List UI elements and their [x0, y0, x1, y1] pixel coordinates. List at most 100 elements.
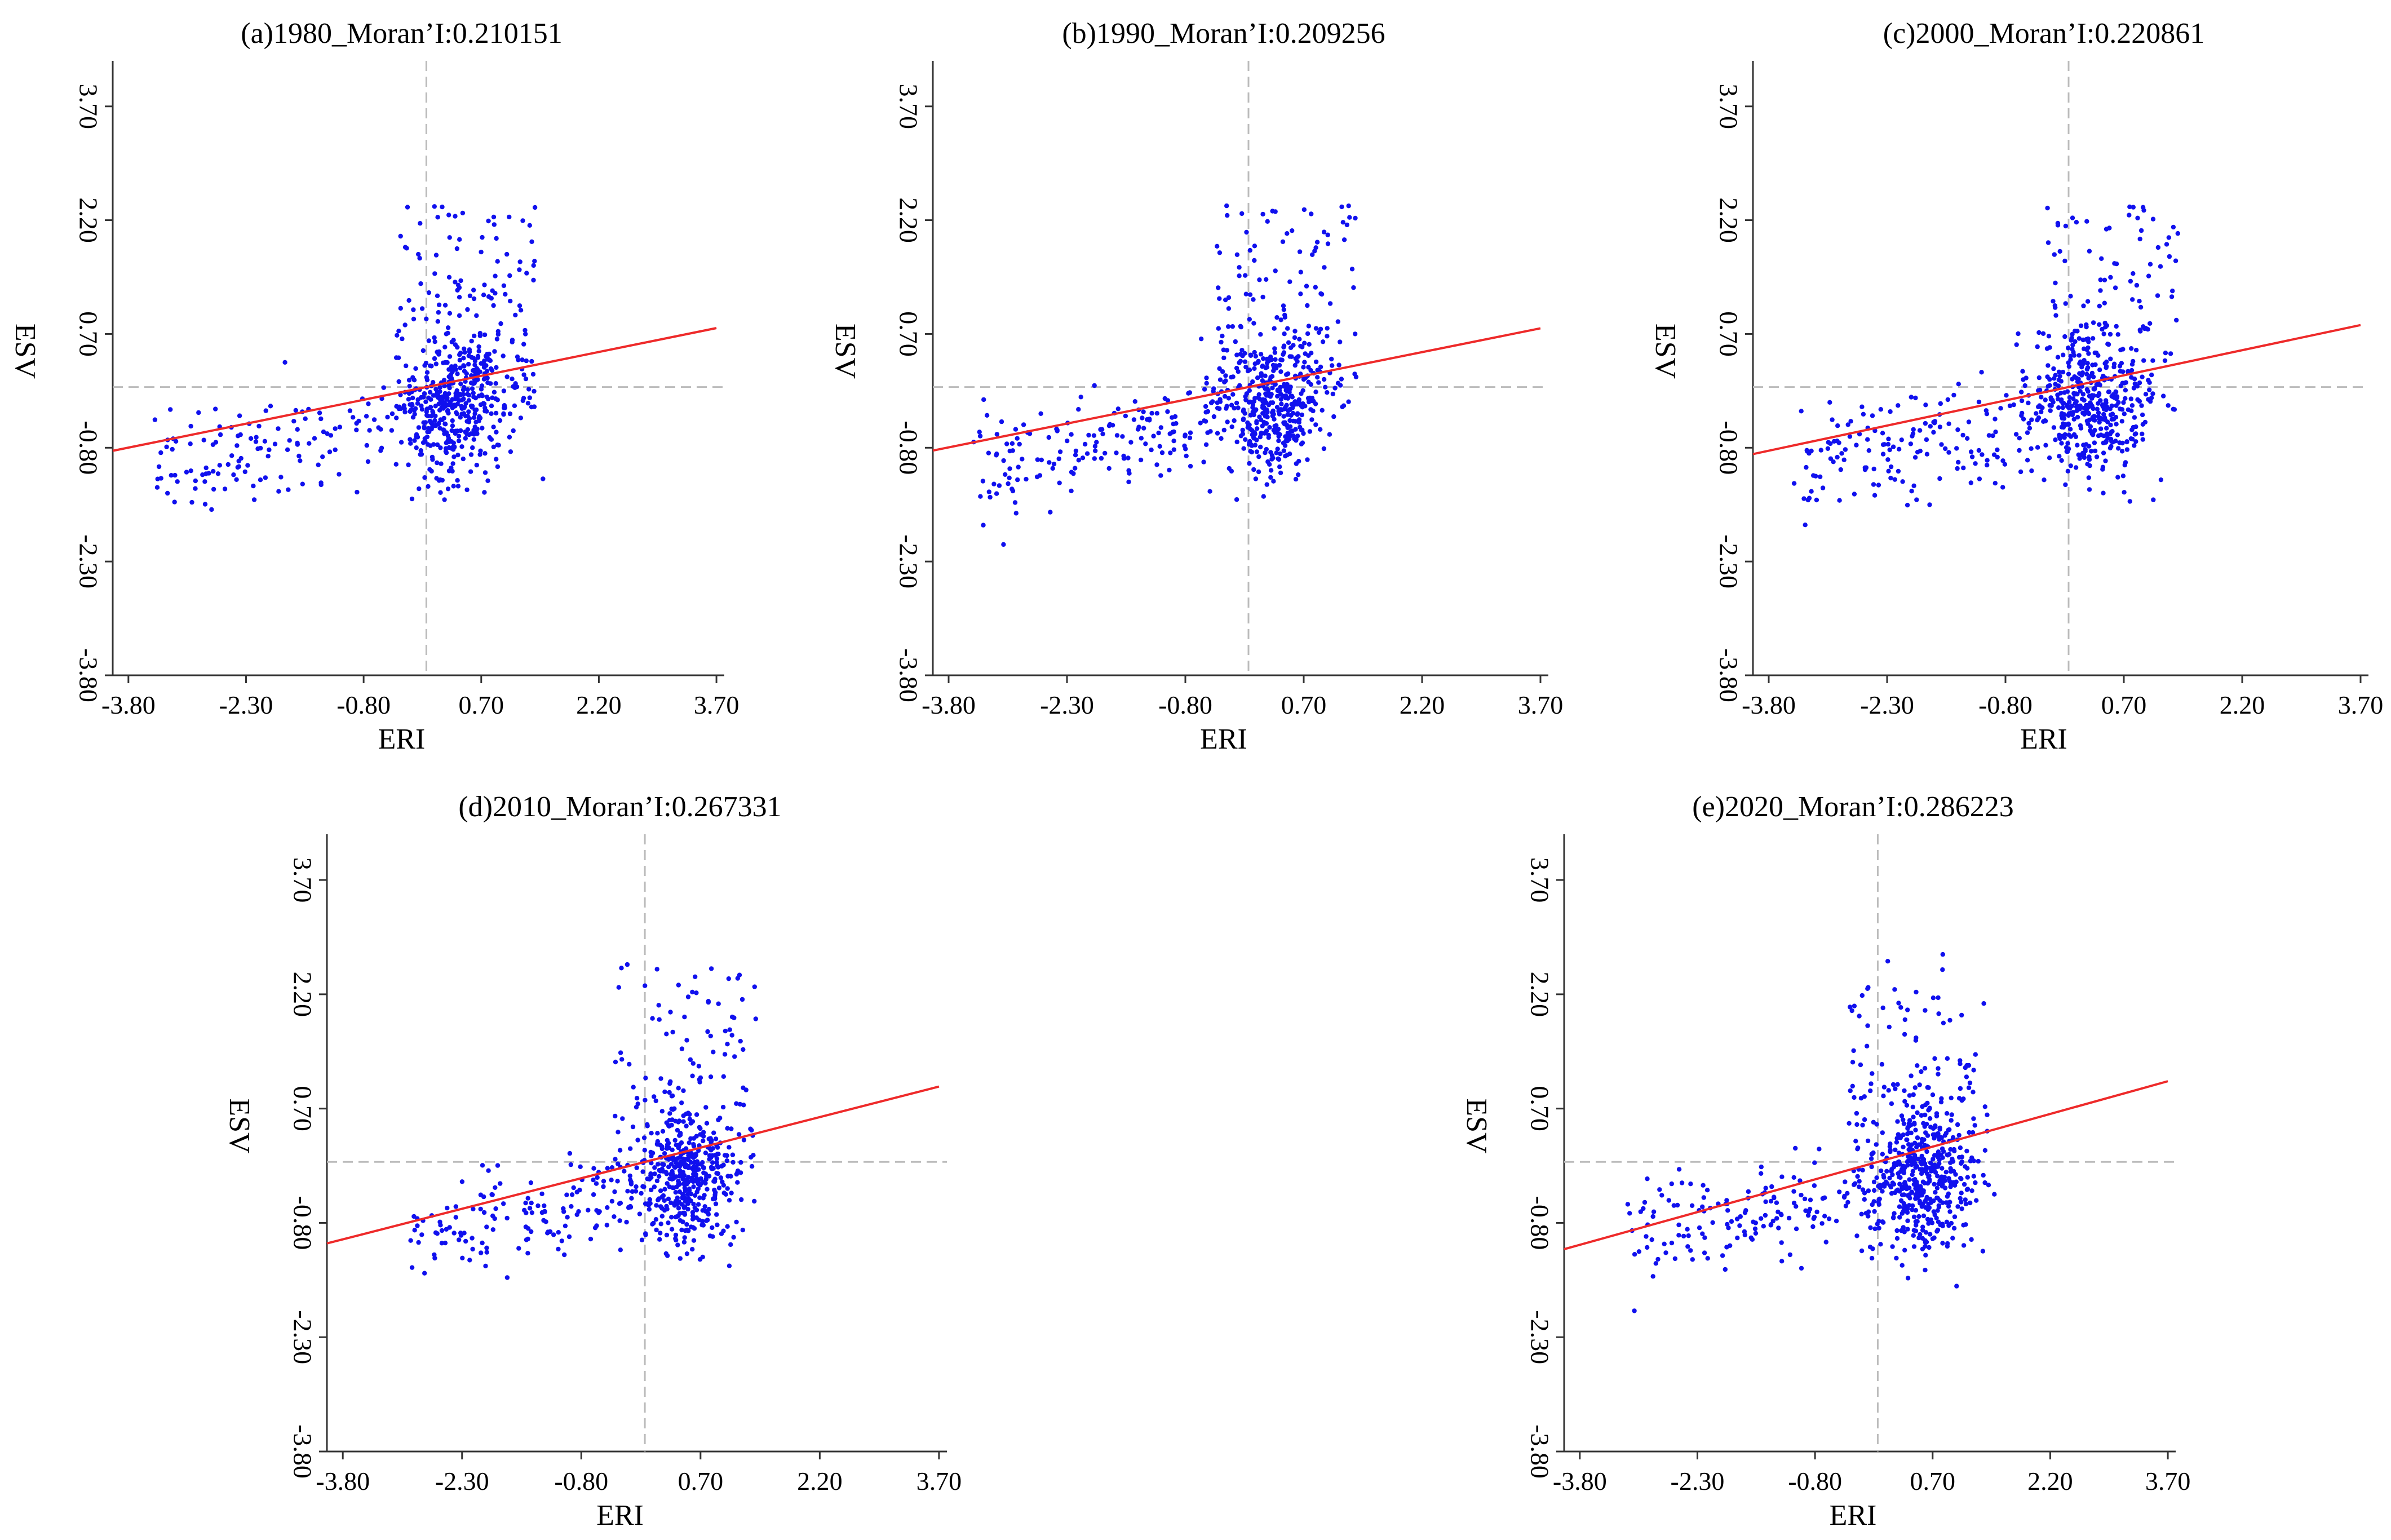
data-point	[1309, 417, 1314, 422]
data-point	[1305, 331, 1310, 337]
data-point	[2123, 396, 2128, 401]
data-point	[417, 255, 422, 261]
data-point	[1217, 366, 1222, 371]
data-point	[1859, 1248, 1865, 1254]
data-point	[188, 423, 193, 429]
data-point	[1914, 497, 1919, 502]
data-point	[2166, 403, 2171, 408]
data-point	[1234, 439, 1239, 445]
data-point	[483, 1263, 488, 1269]
data-point	[1313, 422, 1318, 427]
y-tick-label: 3.70	[1714, 83, 1743, 129]
data-point	[2092, 350, 2097, 356]
data-point	[1242, 411, 1247, 416]
data-point	[2148, 321, 2153, 326]
data-point	[634, 1096, 640, 1101]
y-tick-label: 3.70	[74, 83, 103, 129]
data-point	[530, 371, 536, 377]
data-point	[1292, 329, 1298, 334]
data-point	[406, 397, 411, 402]
data-point	[453, 431, 458, 436]
data-point	[725, 1224, 730, 1229]
data-point	[1261, 494, 1266, 499]
data-point	[2147, 387, 2152, 392]
data-point	[714, 1212, 719, 1217]
data-point	[2143, 392, 2149, 397]
data-point	[1275, 388, 1280, 393]
regression-line	[112, 327, 717, 452]
data-point	[1688, 1248, 1693, 1253]
data-point	[1627, 1211, 1632, 1216]
data-point	[524, 271, 529, 276]
data-point	[456, 438, 462, 444]
data-point	[476, 418, 481, 423]
data-point	[2091, 320, 2096, 325]
data-point	[667, 1176, 672, 1181]
panel-title: (a)1980_Moran’I:0.210151	[241, 17, 562, 50]
data-point	[2140, 412, 2145, 418]
data-point	[431, 442, 436, 447]
data-point	[1247, 388, 1252, 393]
data-point	[2074, 220, 2079, 225]
data-point	[421, 395, 426, 400]
data-point	[209, 507, 214, 512]
data-point	[1955, 427, 1960, 432]
data-point	[467, 293, 473, 298]
x-tick-label: -2.30	[1671, 1467, 1725, 1495]
data-point	[532, 205, 538, 210]
data-point	[1307, 429, 1313, 434]
data-point	[1283, 405, 1288, 410]
data-point	[689, 1175, 695, 1180]
data-point	[1186, 391, 1191, 396]
data-point	[1874, 1175, 1879, 1180]
data-point	[2047, 377, 2052, 382]
data-point	[1982, 1148, 1988, 1153]
data-point	[1922, 1066, 1928, 1071]
data-point	[1919, 1155, 1924, 1160]
data-point	[2017, 436, 2022, 441]
data-point	[2155, 245, 2161, 250]
data-point	[263, 475, 268, 480]
data-point	[616, 985, 622, 990]
data-point	[1655, 1256, 1661, 1262]
data-point	[1234, 252, 1240, 257]
data-point	[470, 445, 475, 450]
data-point	[395, 333, 400, 338]
data-point	[706, 1212, 711, 1217]
data-point	[2138, 304, 2144, 310]
data-point	[620, 1116, 625, 1121]
data-point	[1091, 433, 1097, 438]
data-point	[727, 1263, 732, 1268]
data-point	[172, 499, 177, 505]
data-point	[394, 404, 399, 409]
data-point	[1965, 436, 1970, 441]
data-point	[1126, 479, 1131, 485]
data-point	[539, 1191, 544, 1197]
data-point	[722, 1153, 728, 1158]
data-point	[1910, 1203, 1915, 1209]
y-tick-label: 3.70	[1525, 857, 1554, 903]
x-tick-label: -3.80	[1553, 1467, 1607, 1495]
data-point	[569, 1204, 574, 1209]
data-point	[738, 1038, 743, 1044]
data-point	[1820, 1196, 1826, 1201]
data-point	[495, 1163, 501, 1168]
y-tick-label: 0.70	[1525, 1086, 1554, 1131]
data-point	[2068, 294, 2073, 299]
data-point	[1021, 422, 1026, 427]
data-point	[1885, 457, 1890, 462]
data-point	[2107, 445, 2113, 451]
data-point	[1951, 1147, 1956, 1152]
data-point	[1013, 511, 1019, 516]
data-point	[684, 1251, 690, 1256]
data-point	[634, 1165, 639, 1170]
data-point	[1243, 291, 1248, 297]
data-point	[715, 1145, 720, 1150]
data-point	[527, 1206, 533, 1211]
data-point	[528, 1180, 534, 1185]
data-point	[2083, 447, 2088, 452]
data-point	[1794, 1226, 1799, 1232]
data-point	[477, 414, 482, 419]
data-point	[1817, 1147, 1822, 1152]
data-point	[265, 454, 271, 459]
